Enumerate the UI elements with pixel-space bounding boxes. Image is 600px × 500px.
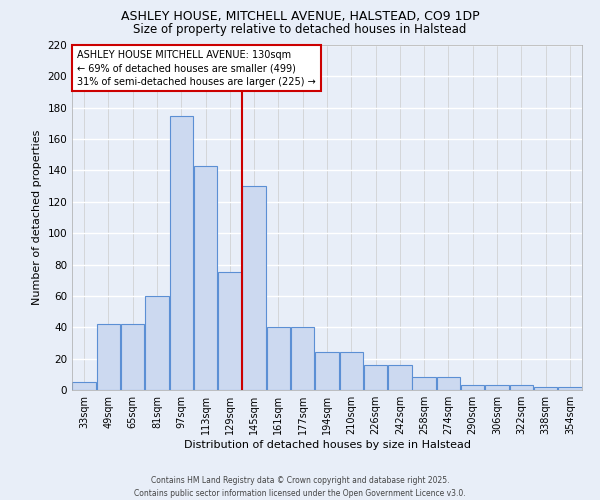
Bar	[437, 378, 460, 390]
Bar	[218, 272, 242, 390]
Bar	[558, 387, 581, 390]
Bar	[242, 186, 266, 390]
Text: Size of property relative to detached houses in Halstead: Size of property relative to detached ho…	[133, 22, 467, 36]
Bar	[121, 324, 145, 390]
Bar	[97, 324, 120, 390]
Bar	[412, 378, 436, 390]
Bar	[291, 328, 314, 390]
Bar	[509, 386, 533, 390]
Text: ASHLEY HOUSE, MITCHELL AVENUE, HALSTEAD, CO9 1DP: ASHLEY HOUSE, MITCHELL AVENUE, HALSTEAD,…	[121, 10, 479, 23]
Bar	[315, 352, 339, 390]
Bar	[266, 328, 290, 390]
Bar	[340, 352, 363, 390]
Bar	[73, 382, 96, 390]
Bar	[388, 365, 412, 390]
Bar	[364, 365, 388, 390]
Text: ASHLEY HOUSE MITCHELL AVENUE: 130sqm
← 69% of detached houses are smaller (499)
: ASHLEY HOUSE MITCHELL AVENUE: 130sqm ← 6…	[77, 50, 316, 86]
Y-axis label: Number of detached properties: Number of detached properties	[32, 130, 42, 305]
Text: Contains HM Land Registry data © Crown copyright and database right 2025.
Contai: Contains HM Land Registry data © Crown c…	[134, 476, 466, 498]
Bar	[170, 116, 193, 390]
Bar	[461, 386, 484, 390]
Bar	[145, 296, 169, 390]
Bar	[534, 387, 557, 390]
X-axis label: Distribution of detached houses by size in Halstead: Distribution of detached houses by size …	[184, 440, 470, 450]
Bar	[485, 386, 509, 390]
Bar	[194, 166, 217, 390]
